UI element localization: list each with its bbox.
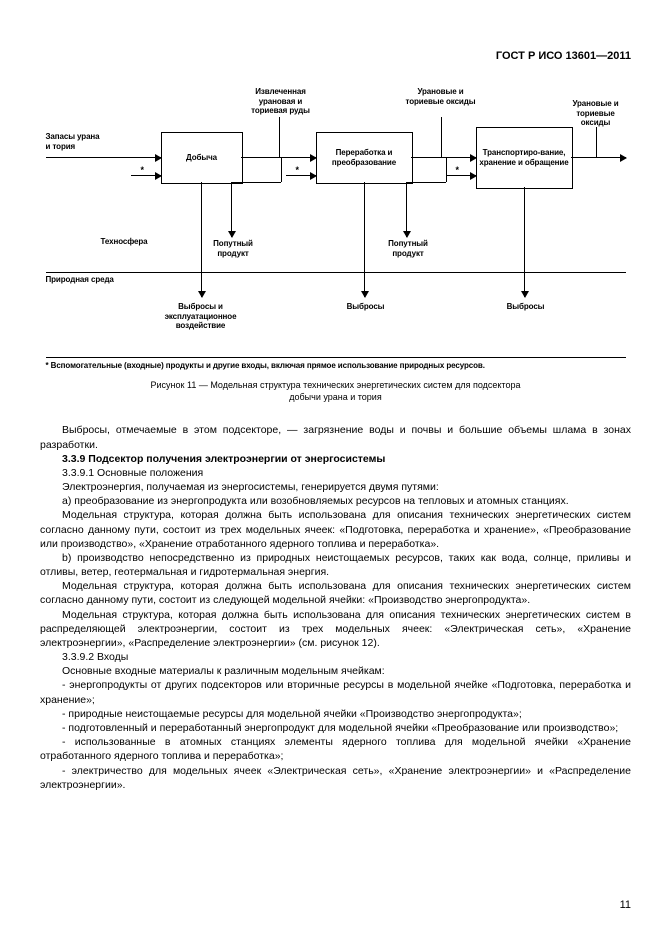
- byproduct-label-1: Попутный продукт: [206, 239, 261, 258]
- diagram-footnote: * Вспомогательные (входные) продукты и д…: [46, 357, 626, 370]
- page: ГОСТ Р ИСО 13601—2011 Запасы урана и тор…: [0, 0, 661, 936]
- star-icon: *: [141, 165, 144, 175]
- byproduct-hline-2: [406, 182, 446, 183]
- star-icon: *: [296, 165, 299, 175]
- figure-caption-line1: Рисунок 11 — Модельная структура техниче…: [151, 380, 521, 390]
- byproduct-label-2: Попутный продукт: [381, 239, 436, 258]
- paragraph: Модельная структура, которая должна быть…: [40, 579, 631, 607]
- paragraph: Модельная структура, которая должна быть…: [40, 608, 631, 651]
- emissions-arrow-2: [364, 182, 365, 297]
- paragraph: Модельная структура, которая должна быть…: [40, 508, 631, 551]
- paragraph: - энергопродукты от других подсекторов и…: [40, 678, 631, 706]
- technosphere-label: Техносфера: [101, 237, 161, 247]
- tech-arrow-2: [286, 175, 316, 176]
- byproduct-arrow-2: [406, 182, 407, 237]
- paragraph: Выбросы, отмечаемые в этом подсекторе, —…: [40, 423, 631, 451]
- env-label: Природная среда: [46, 275, 136, 285]
- figure-caption: Рисунок 11 — Модельная структура техниче…: [40, 380, 631, 403]
- paragraph: Основные входные материалы к различным м…: [40, 664, 631, 678]
- emissions-arrow-3: [524, 187, 525, 297]
- flow-diagram: Запасы урана и тория Добыча Переработка …: [46, 77, 626, 357]
- byproduct-hline-1: [231, 182, 281, 183]
- output-label: Урановые и ториевые оксиды: [566, 99, 626, 128]
- vline-up-3: [596, 127, 597, 157]
- arrow-in: [46, 157, 161, 158]
- body-text: Выбросы, отмечаемые в этом подсекторе, —…: [40, 423, 631, 791]
- tech-arrow-1: [131, 175, 161, 176]
- arrow-2-3: [411, 157, 476, 158]
- emissions-label-2: Выбросы: [341, 302, 391, 312]
- arrow-out: [571, 157, 626, 158]
- paragraph: b) производство непосредственно из приро…: [40, 551, 631, 579]
- paragraph: - электричество для модельных ячеек «Эле…: [40, 764, 631, 792]
- tech-arrow-3: [446, 175, 476, 176]
- box-processing: Переработка и преобразование: [316, 132, 413, 184]
- figure-caption-line2: добычи урана и тория: [289, 392, 381, 402]
- paragraph: 3.3.9.2 Входы: [40, 650, 631, 664]
- box-transport: Транспортиро-вание, хранение и обращение: [476, 127, 573, 189]
- page-number: 11: [620, 899, 631, 911]
- paragraph: - подготовленный и переработанный энерго…: [40, 721, 631, 735]
- byproduct-stub-1: [281, 157, 282, 182]
- arrow-label-mid1: Извлеченная урановая и ториевая руды: [241, 87, 321, 116]
- vline-up-2: [441, 117, 442, 157]
- vline-up-1: [279, 117, 280, 157]
- paragraph: 3.3.9.1 Основные положения: [40, 466, 631, 480]
- star-icon: *: [456, 165, 459, 175]
- emissions-label-3: Выбросы: [501, 302, 551, 312]
- arrow-1-2: [241, 157, 316, 158]
- paragraph: - использованные в атомных станциях элем…: [40, 735, 631, 763]
- byproduct-stub-2: [446, 157, 447, 182]
- input-label: Запасы урана и тория: [46, 132, 101, 151]
- document-code: ГОСТ Р ИСО 13601—2011: [40, 50, 631, 62]
- box-mining: Добыча: [161, 132, 243, 184]
- paragraph: Электроэнергия, получаемая из энергосист…: [40, 480, 631, 494]
- section-heading: 3.3.9 Подсектор получения электроэнергии…: [40, 452, 631, 466]
- emissions-label-1: Выбросы и эксплуатационное воздействие: [151, 302, 251, 331]
- byproduct-arrow-1: [231, 182, 232, 237]
- env-separator: [46, 272, 626, 273]
- emissions-arrow-1: [201, 182, 202, 297]
- arrow-label-mid2: Урановые и ториевые оксиды: [406, 87, 476, 106]
- paragraph: a) преобразование из энергопродукта или …: [40, 494, 631, 508]
- paragraph: - природные неистощаемые ресурсы для мод…: [40, 707, 631, 721]
